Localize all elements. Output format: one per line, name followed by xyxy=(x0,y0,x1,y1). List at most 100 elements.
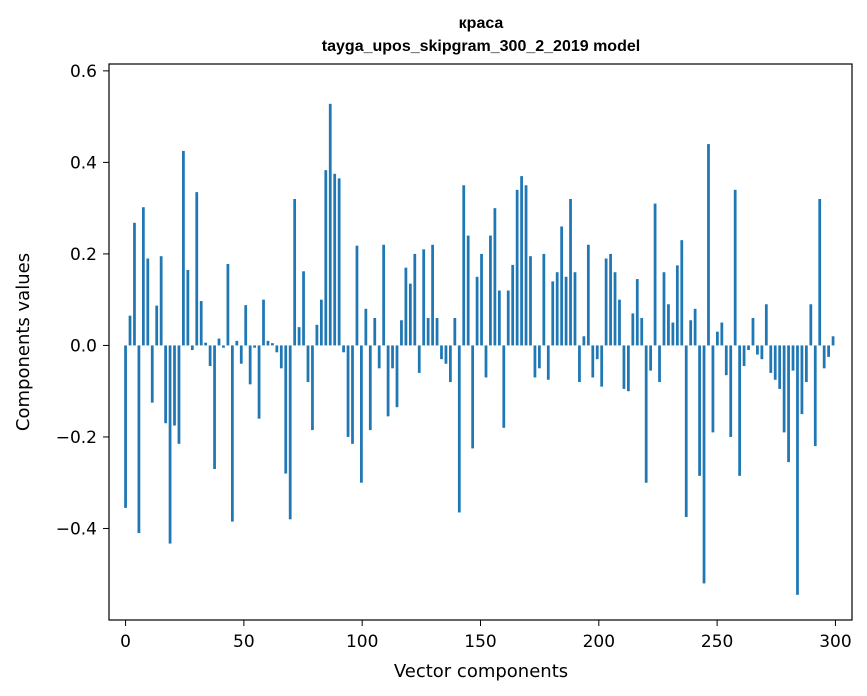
bar xyxy=(364,308,368,346)
bar xyxy=(555,272,559,346)
x-tick-label: 50 xyxy=(233,632,255,652)
bar xyxy=(351,345,354,444)
bar xyxy=(733,189,737,346)
bar xyxy=(729,345,733,437)
bar xyxy=(716,331,719,346)
bar xyxy=(551,281,555,346)
x-tick-label: 200 xyxy=(583,632,615,652)
bar xyxy=(524,185,528,346)
bar xyxy=(141,207,145,346)
bar xyxy=(622,345,626,389)
bar xyxy=(586,244,590,346)
bar xyxy=(279,345,283,369)
bar xyxy=(195,192,199,346)
bar xyxy=(226,263,230,346)
bar xyxy=(649,345,653,371)
bar xyxy=(613,272,617,346)
bar xyxy=(404,267,408,346)
bar xyxy=(284,345,288,474)
bar xyxy=(293,199,297,346)
bar xyxy=(515,189,519,346)
bar xyxy=(230,345,234,522)
y-tick-label: 0.6 xyxy=(70,62,97,82)
y-tick-label: 0.4 xyxy=(70,153,97,173)
bar xyxy=(506,290,510,346)
bar xyxy=(449,345,452,383)
bar xyxy=(164,345,167,424)
bar xyxy=(707,144,710,346)
bar xyxy=(159,256,163,346)
bar xyxy=(373,317,377,346)
bar xyxy=(413,253,417,346)
bar xyxy=(618,299,621,346)
bar xyxy=(386,345,390,417)
bar xyxy=(778,345,782,389)
bar xyxy=(529,256,532,346)
bar xyxy=(756,345,759,355)
bar xyxy=(302,271,305,346)
bar xyxy=(377,345,381,369)
bar xyxy=(520,176,523,346)
bar xyxy=(631,313,635,346)
bar xyxy=(831,336,835,346)
bar xyxy=(124,345,127,508)
bar xyxy=(742,345,746,367)
bar xyxy=(489,235,492,346)
bar xyxy=(497,290,501,346)
bar xyxy=(800,345,804,415)
bar xyxy=(297,327,301,346)
chart-subtitle: tayga_upos_skipgram_300_2_2019 model xyxy=(322,38,640,55)
bar xyxy=(453,317,457,346)
bar xyxy=(253,345,256,348)
bar xyxy=(724,345,728,376)
bar xyxy=(311,345,314,431)
bar xyxy=(609,253,612,346)
bar xyxy=(435,317,439,346)
bar xyxy=(751,317,755,346)
bar xyxy=(426,317,430,346)
bar xyxy=(560,226,564,346)
bar xyxy=(502,345,506,428)
bar xyxy=(431,244,434,346)
bar xyxy=(684,345,688,518)
bar xyxy=(217,338,221,346)
bar xyxy=(457,345,461,513)
bar xyxy=(199,301,203,346)
bar xyxy=(653,203,657,346)
bar xyxy=(804,345,808,383)
x-tick-label: 0 xyxy=(120,632,131,652)
bar xyxy=(257,345,261,419)
bar xyxy=(475,276,479,346)
y-tick-label: −0.4 xyxy=(56,519,97,539)
bar xyxy=(355,245,359,346)
bar xyxy=(760,345,764,360)
bar xyxy=(480,253,483,346)
bar xyxy=(658,345,661,383)
bar xyxy=(796,345,799,595)
bar xyxy=(168,345,172,544)
bar xyxy=(155,305,159,346)
bar xyxy=(128,315,132,346)
bar xyxy=(827,345,830,357)
x-tick-label: 150 xyxy=(464,632,496,652)
bar xyxy=(213,345,216,469)
bar xyxy=(346,345,350,437)
bar xyxy=(315,324,319,346)
bar xyxy=(395,345,399,408)
bar xyxy=(137,345,141,534)
bar xyxy=(319,299,323,346)
bar xyxy=(693,308,697,346)
bar xyxy=(671,322,675,346)
bar xyxy=(306,345,310,383)
bar xyxy=(288,345,292,520)
bar xyxy=(444,345,448,364)
bar xyxy=(533,345,537,378)
bar xyxy=(150,345,154,403)
bar xyxy=(266,340,270,346)
bar xyxy=(324,170,328,346)
bar xyxy=(368,345,372,431)
bar xyxy=(204,342,208,346)
bar xyxy=(440,345,443,360)
bar xyxy=(711,345,715,433)
